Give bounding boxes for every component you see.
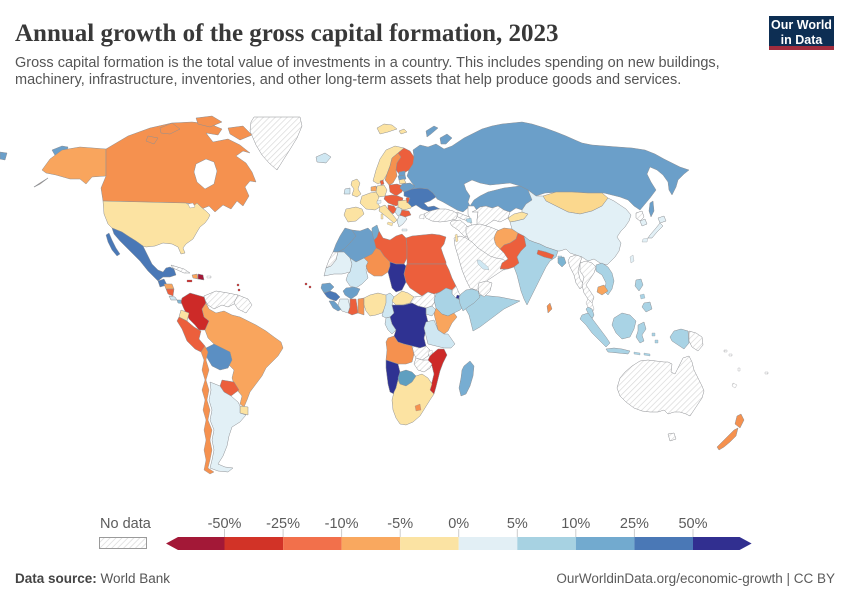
svg-text:10%: 10% (561, 516, 590, 532)
svg-text:0%: 0% (448, 516, 469, 532)
svg-text:50%: 50% (678, 516, 707, 532)
svg-text:5%: 5% (507, 516, 528, 532)
svg-text:No data: No data (100, 516, 152, 532)
svg-text:25%: 25% (620, 516, 649, 532)
svg-text:-50%: -50% (208, 516, 242, 532)
svg-text:-10%: -10% (325, 516, 359, 532)
svg-text:-5%: -5% (387, 516, 413, 532)
svg-text:-25%: -25% (266, 516, 300, 532)
